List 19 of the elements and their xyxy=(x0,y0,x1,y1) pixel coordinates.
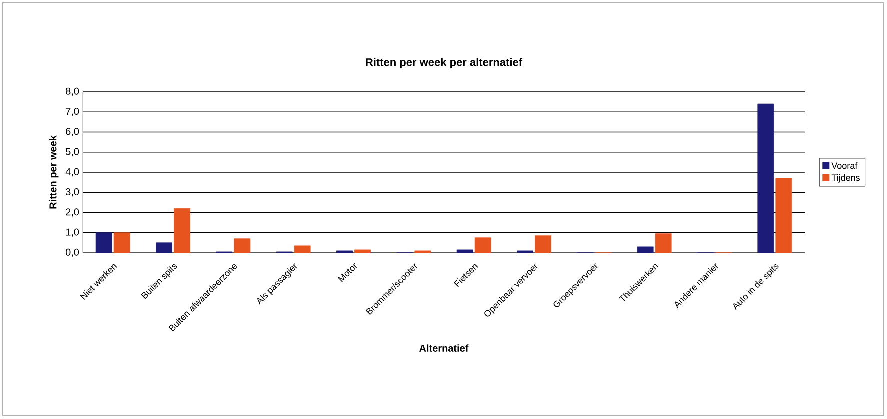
y-tick-label: 8,0 xyxy=(66,88,80,96)
legend-label: Tijdens xyxy=(832,174,860,183)
y-tick-label: 1,0 xyxy=(66,228,80,237)
bar xyxy=(456,250,474,253)
legend-label: Vooraf xyxy=(832,162,858,170)
chart-title: Ritten per week per alternatief xyxy=(366,58,523,68)
y-tick-label: 5,0 xyxy=(66,148,80,157)
y-tick-label: 6,0 xyxy=(66,128,80,136)
y-tick-label: 7,0 xyxy=(66,108,80,116)
x-axis-title: Alternatief xyxy=(420,344,469,352)
y-tick-label: 0,0 xyxy=(66,248,80,258)
y-axis-title: Ritten per week xyxy=(49,136,59,209)
y-tick-label: 4,0 xyxy=(66,168,80,177)
bar xyxy=(96,232,112,253)
bar xyxy=(637,246,654,253)
y-tick-label: 2,0 xyxy=(66,208,80,217)
y-tick-label: 3,0 xyxy=(66,188,80,197)
bar xyxy=(758,104,774,253)
bar xyxy=(156,242,172,253)
